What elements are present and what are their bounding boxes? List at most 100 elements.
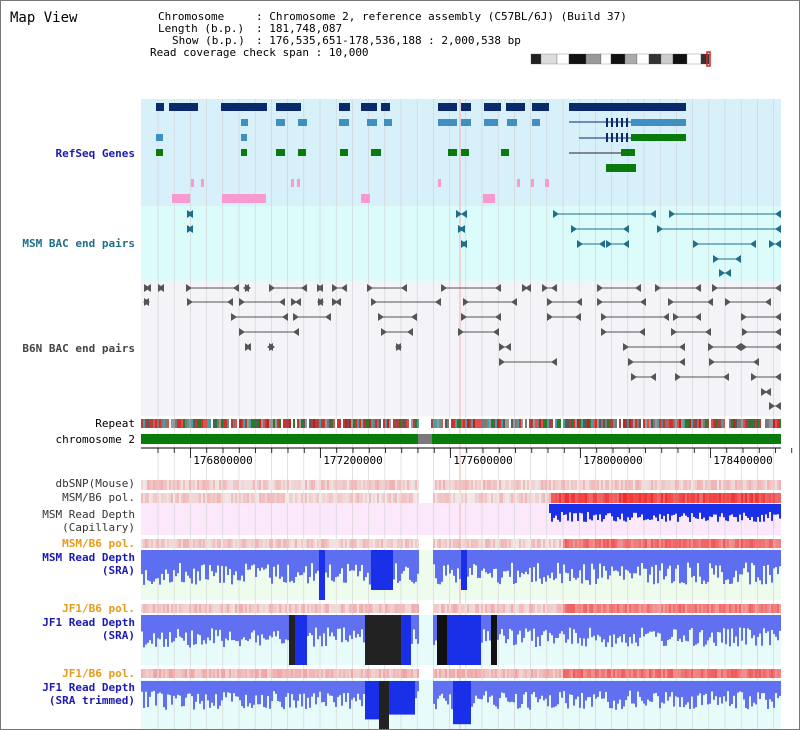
track-label-jf1-b6-pol-1[interactable]: JF1/B6 pol. [62,602,135,615]
heat-cell [641,539,643,548]
heat-cell [527,493,529,503]
heat-cell [365,539,367,548]
heat-cell [257,669,259,678]
track-label-jf1-b6-pol-2[interactable]: JF1/B6 pol. [62,667,135,680]
depth-bar [605,681,607,692]
track-label-b6n-bac[interactable]: B6N BAC end pairs [22,342,135,355]
heat-cell [363,480,365,490]
depth-bar [643,681,645,704]
heat-cell [673,539,675,548]
heat-cell [197,493,199,503]
heat-cell [327,493,329,503]
depth-bar [365,681,367,720]
depth-bar [433,615,435,646]
heat-cell [715,493,717,503]
track-label-msm-depth-sra[interactable]: MSM Read Depth (SRA) [42,551,135,577]
heat-cell [631,604,633,613]
gene-feature [241,149,247,156]
depth-bar [461,550,463,590]
depth-bar [503,550,505,572]
repeat-element [655,419,657,428]
heat-cell [295,604,297,613]
repeat-element [531,419,533,428]
track-label-jf1-depth-sra[interactable]: JF1 Read Depth (SRA) [42,616,135,642]
repeat-element [583,419,585,428]
track-label-chromosome[interactable]: chromosome 2 [55,433,135,446]
depth-bar [621,615,623,643]
repeat-element [401,419,403,428]
track-label-msm-bac[interactable]: MSM BAC end pairs [22,237,135,250]
heat-cell [585,480,587,490]
heat-cell [635,669,637,678]
heat-cell [747,539,749,548]
heat-cell [747,493,749,503]
depth-bar [543,550,545,578]
heat-cell [229,539,231,548]
heat-cell [297,604,299,613]
heat-cell [279,480,281,490]
heat-cell [551,539,553,548]
track-label-repeat[interactable]: Repeat [95,417,135,430]
repeat-element [313,419,315,428]
heat-cell [257,539,259,548]
heat-cell [607,539,609,548]
heat-cell [281,604,283,613]
depth-bar [279,550,281,579]
heat-cell [317,493,319,503]
repeat-element [149,419,151,428]
depth-bar [735,504,737,518]
heat-cell [235,493,237,503]
bac-end-marker [378,313,384,321]
heat-cell [201,480,203,490]
track-label-dbsnp[interactable]: dbSNP(Mouse) [55,477,135,490]
heat-cell [275,604,277,613]
gene-feature [461,119,471,126]
repeat-element [541,419,543,428]
heat-cell [775,669,777,678]
heat-cell [569,493,571,503]
heat-cell [375,480,377,490]
heat-cell [637,493,639,503]
ruler-tick: 177200000 [323,454,383,467]
heat-cell [579,493,581,503]
track-label-refseq[interactable]: RefSeq Genes [55,147,135,160]
depth-bar [389,550,391,590]
bac-end-marker [669,210,675,218]
heat-cell [467,539,469,548]
depth-bar [363,681,365,694]
depth-bar [383,681,385,729]
heat-cell [271,539,273,548]
depth-bar [487,681,489,703]
heat-cell [265,480,267,490]
heat-cell [335,669,337,678]
heat-cell [289,539,291,548]
heat-cell [359,493,361,503]
depth-bar [177,550,179,574]
depth-bar [483,615,485,630]
depth-bar [717,504,719,522]
bac-end-marker [576,298,582,306]
track-label-jf1-depth-trimmed[interactable]: JF1 Read Depth (SRA trimmed) [42,681,135,707]
heat-cell [679,539,681,548]
depth-bar [659,681,661,709]
track-label-msm-b6-pol-2[interactable]: MSM/B6 pol. [62,537,135,550]
heat-cell [241,480,243,490]
depth-bar [579,681,581,708]
depth-bar [617,615,619,638]
track-label-msm-depth-capillary[interactable]: MSM Read Depth (Capillary) [42,508,135,534]
repeat-element [171,419,173,428]
heat-cell [721,539,723,548]
depth-bar [587,550,589,581]
heat-cell [337,493,339,503]
heat-cell [583,604,585,613]
depth-bar [489,550,491,574]
pink-region [222,194,266,203]
heat-cell [329,669,331,678]
track-label-msm-b6-pol-1[interactable]: MSM/B6 pol. [62,491,135,504]
heat-cell [555,604,557,613]
depth-bar [405,615,407,665]
heat-cell [697,669,699,678]
repeat-element [413,419,415,428]
heat-cell [235,539,237,548]
